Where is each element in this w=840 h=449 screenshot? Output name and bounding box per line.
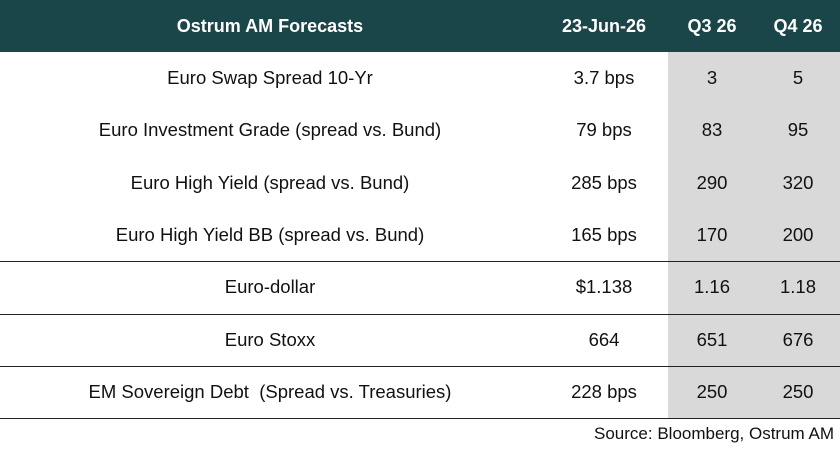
value-cell: 200 [782, 224, 814, 246]
value-cell: 83 [701, 119, 723, 141]
value-cell: 228 bps [571, 380, 637, 402]
value-cell: 3 [706, 67, 718, 89]
value-cell: $1.138 [575, 276, 633, 298]
row-label: Euro High Yield BB (spread vs. Bund) [115, 224, 425, 246]
value-cell: 95 [787, 119, 809, 141]
value-cell: 250 [782, 380, 814, 402]
row-rule [0, 366, 840, 367]
header-cell: 23-Jun-26 [561, 15, 647, 36]
header-cell: Q4 26 [773, 15, 823, 36]
row-label: Euro Investment Grade (spread vs. Bund) [98, 119, 442, 141]
header-cell: Ostrum AM Forecasts [176, 15, 364, 36]
source-note: Source: Bloomberg, Ostrum AM [594, 424, 834, 443]
value-cell: 3.7 bps [573, 67, 635, 89]
row-rule [0, 261, 840, 262]
row-label: Euro Swap Spread 10-Yr [167, 67, 373, 89]
value-cell: 290 [696, 171, 728, 193]
value-cell: 170 [696, 224, 728, 246]
header-cell: Q3 26 [687, 15, 737, 36]
value-cell: 285 bps [571, 171, 637, 193]
value-cell: 165 bps [571, 224, 637, 246]
value-cell: 664 [588, 328, 620, 350]
forecast-shading [668, 52, 840, 418]
value-cell: 79 bps [576, 119, 632, 141]
row-label: EM Sovereign Debt (Spread vs. Treasuries… [88, 380, 452, 402]
value-cell: 1.18 [779, 276, 816, 298]
header-row: Ostrum AM Forecasts 23-Jun-26 Q3 26 Q4 26 [0, 0, 840, 52]
value-cell: 651 [696, 328, 728, 350]
row-label: Euro Stoxx [224, 328, 316, 350]
row-rule [0, 418, 840, 419]
value-cell: 1.16 [693, 276, 730, 298]
row-label: Euro-dollar [224, 276, 316, 298]
value-cell: 320 [782, 171, 814, 193]
row-rule [0, 314, 840, 315]
row-label: Euro High Yield (spread vs. Bund) [130, 171, 410, 193]
value-cell: 250 [696, 380, 728, 402]
value-cell: 5 [792, 67, 804, 89]
value-cell: 676 [782, 328, 814, 350]
